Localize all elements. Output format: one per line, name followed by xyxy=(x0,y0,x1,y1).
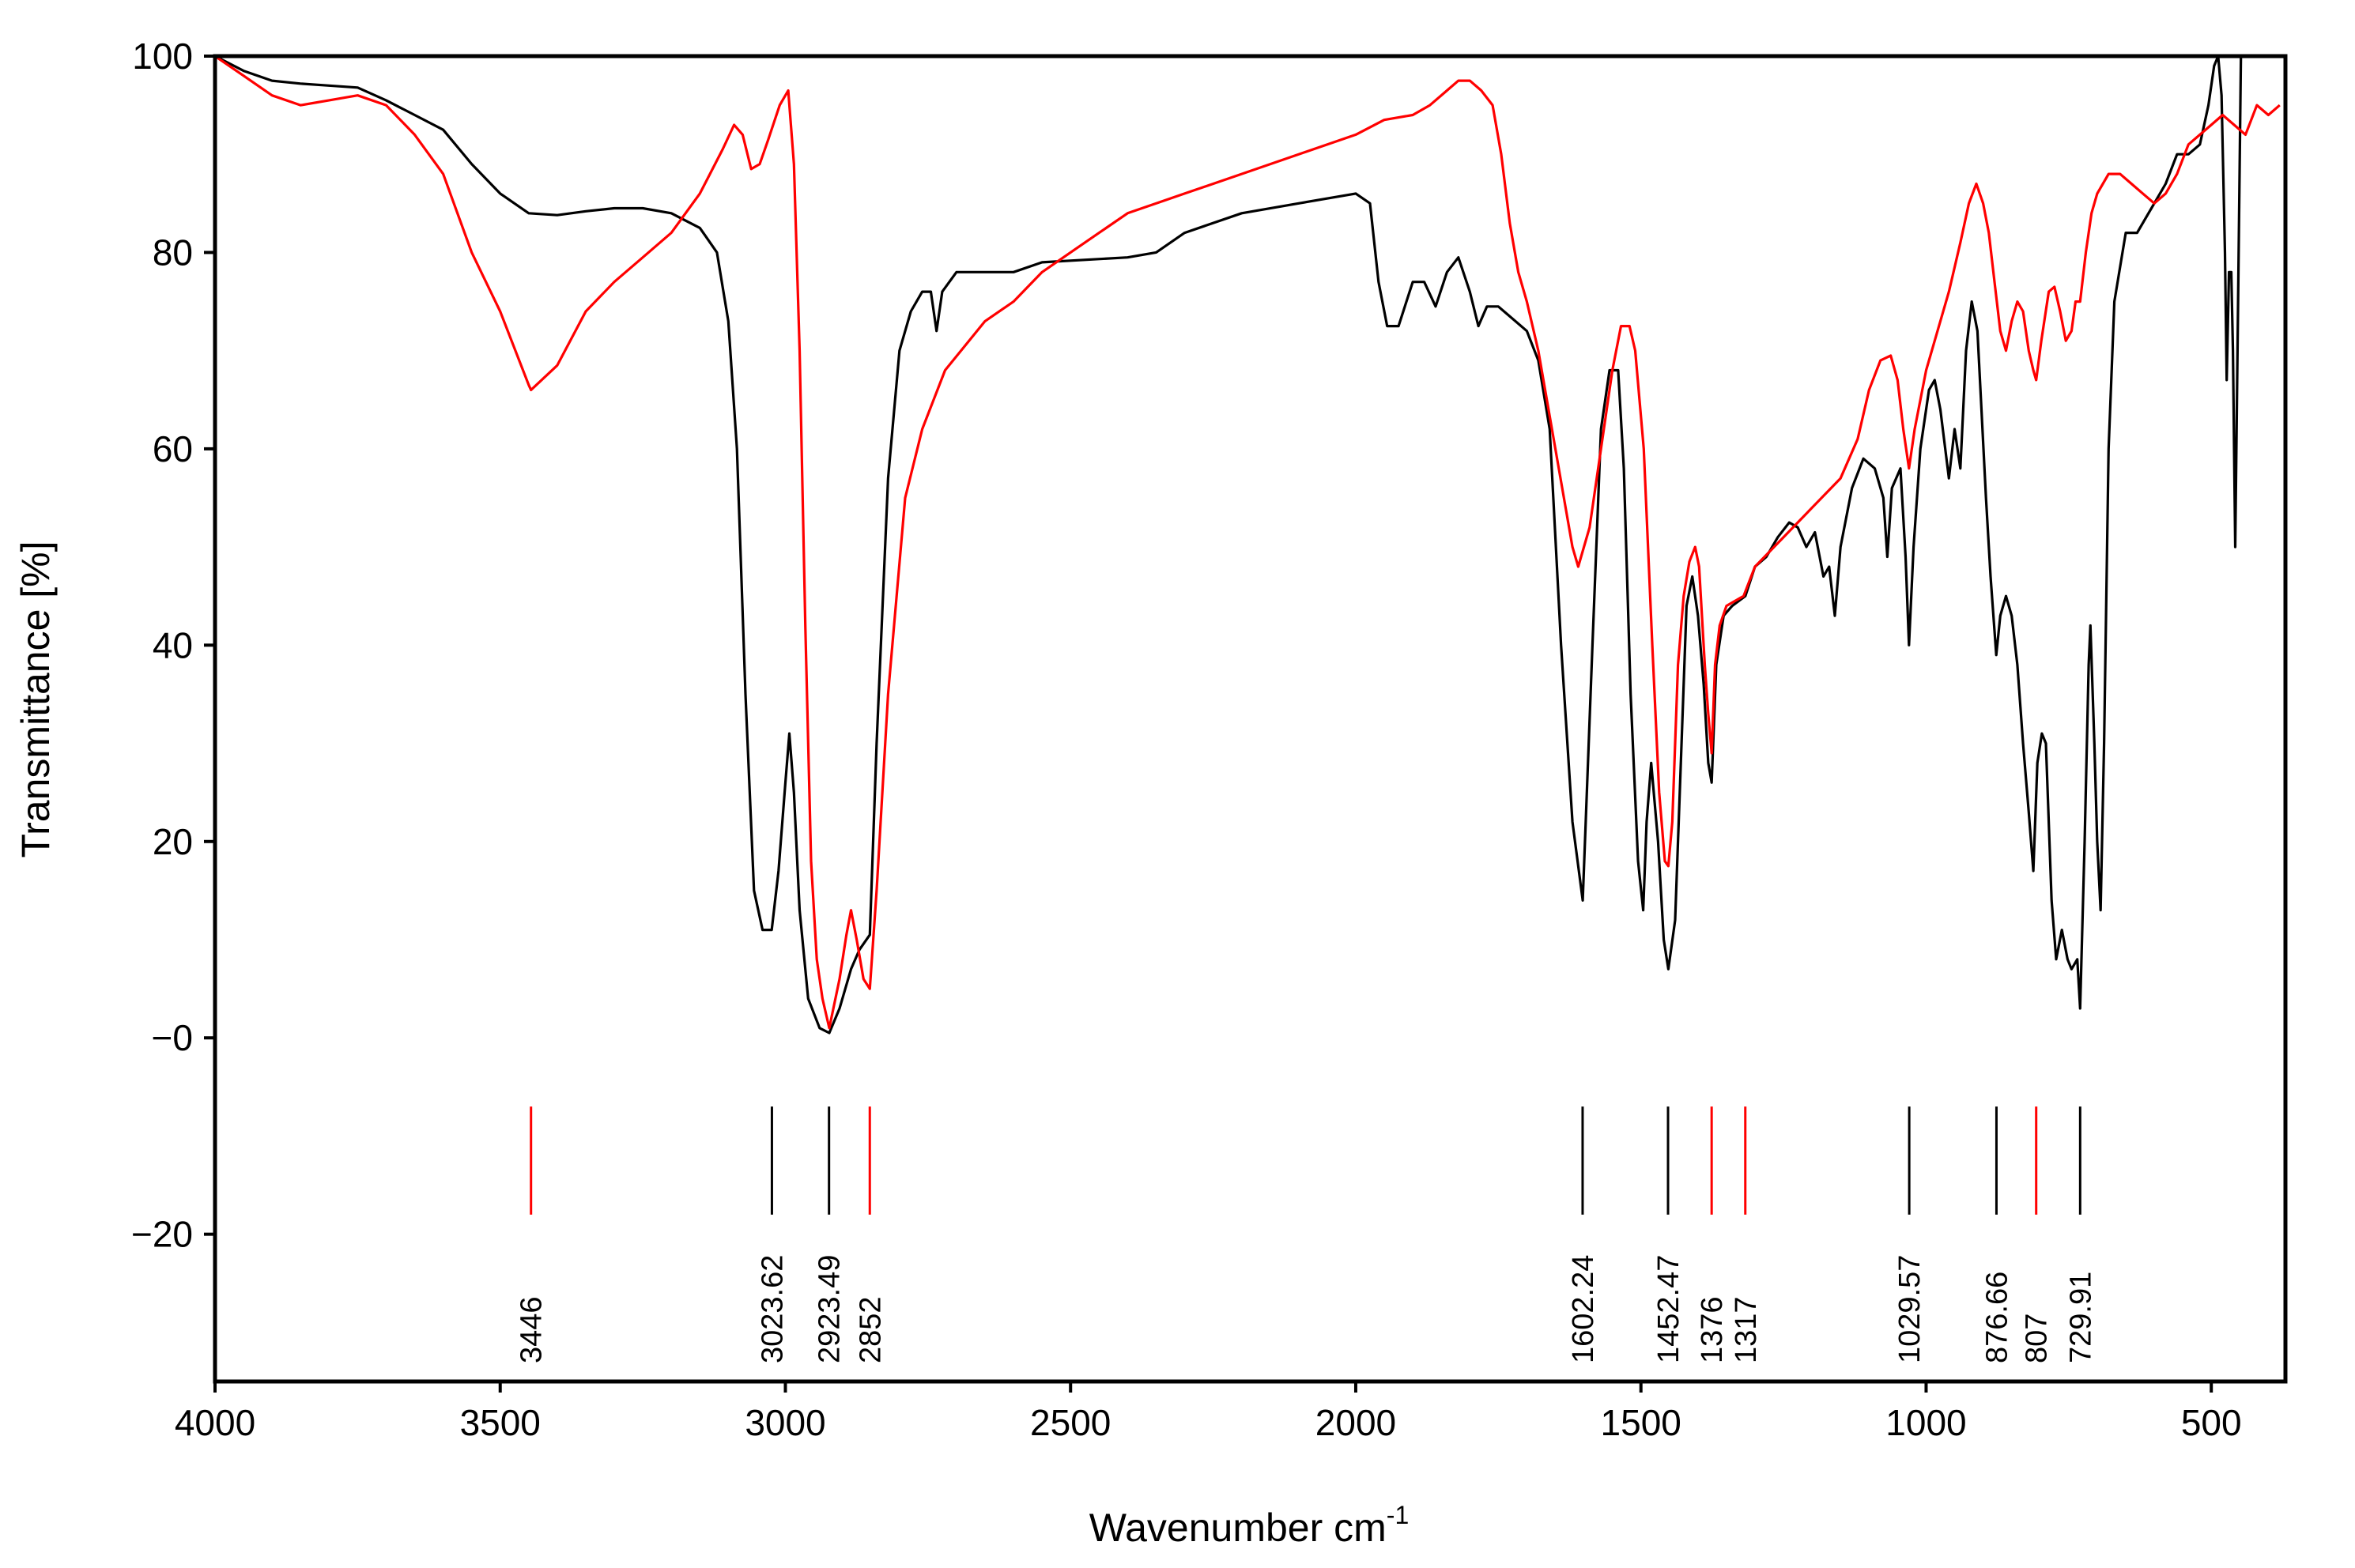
x-tick-label: 3000 xyxy=(745,1402,825,1443)
peak-label: 3446 xyxy=(515,1296,549,1363)
y-axis-title: Transmittance [%] xyxy=(13,541,58,858)
x-tick-label: 2500 xyxy=(1030,1402,1111,1443)
y-tick-label: 60 xyxy=(153,428,193,469)
peak-label: 2923.49 xyxy=(813,1255,847,1363)
series-line-1 xyxy=(215,56,2280,1035)
x-axis-title: Wavenumber cm-1 xyxy=(1089,1501,1409,1550)
y-tick-label: 20 xyxy=(153,821,193,862)
x-tick-label: 4000 xyxy=(175,1402,255,1443)
peak-label: 1029.57 xyxy=(1893,1255,1927,1363)
peak-label: 2852 xyxy=(854,1296,887,1363)
y-tick-label: 80 xyxy=(153,232,193,273)
peak-label: 1376 xyxy=(1696,1296,1729,1363)
y-tick-label: −0 xyxy=(152,1017,193,1058)
plot-frame xyxy=(213,54,2288,1384)
peak-label: 876.66 xyxy=(1981,1272,2014,1363)
peak-label: 1317 xyxy=(1730,1296,1763,1363)
y-tick-label: 100 xyxy=(132,36,193,77)
peak-label: 1452.47 xyxy=(1652,1255,1685,1363)
y-tick-label: 40 xyxy=(153,624,193,665)
peak-markers: 3446 3023.62 2923.49 2852 1602.24 1452.47 1376… xyxy=(515,1106,2097,1363)
x-tick-label: 1500 xyxy=(1601,1402,1681,1443)
y-tick-label: −20 xyxy=(131,1214,193,1255)
x-tick-label: 3500 xyxy=(460,1402,541,1443)
x-tick-label: 500 xyxy=(2181,1402,2242,1443)
plot-area xyxy=(215,56,2281,1035)
x-tick-label: 1000 xyxy=(1885,1402,1966,1443)
peak-label: 729.91 xyxy=(2064,1272,2097,1363)
x-tick-label: 2000 xyxy=(1315,1402,1396,1443)
peak-label: 807 xyxy=(2021,1314,2054,1363)
x-axis: 4000 3500 3000 2500 2000 1500 1000 500 xyxy=(175,1381,2242,1443)
y-axis: 100 80 60 40 20 −0 −20 xyxy=(131,36,215,1255)
peak-label: 3023.62 xyxy=(756,1255,789,1363)
peak-label: 1602.24 xyxy=(1567,1255,1600,1363)
series-line-2 xyxy=(215,56,2281,1030)
